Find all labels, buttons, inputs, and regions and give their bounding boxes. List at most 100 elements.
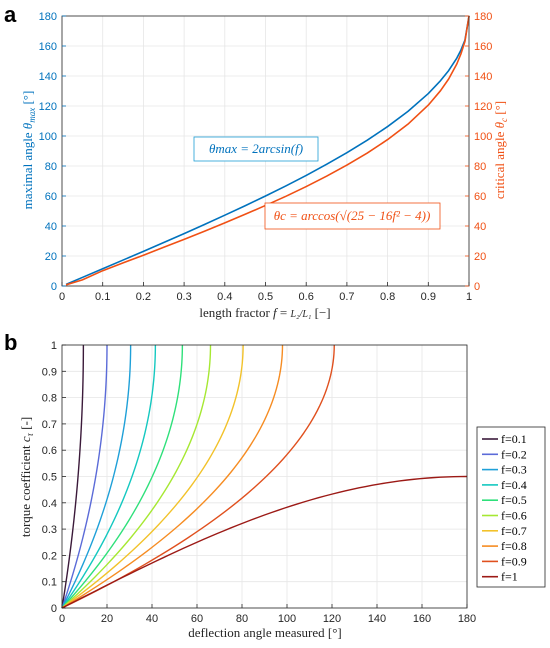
panel-a-x-tick-label: 0.7 [339, 291, 354, 303]
panel-a-y-left-label-sub: max [27, 108, 37, 123]
series-line-f-0-5 [61, 344, 184, 609]
panel-b-y-axis-label: torque coefficient cτ [-] [18, 417, 35, 537]
panel-a-x-tick-label: 0.4 [217, 291, 232, 303]
panel-b-y-tick-label: 0.3 [42, 524, 57, 536]
panel-a-y-right-label: critical angle θc [°] [492, 101, 509, 199]
panel-a-y-right-tick-label: 180 [474, 11, 492, 23]
panel-a-y-right-label-unit: [°] [492, 101, 507, 118]
panel-a-series [65, 15, 470, 286]
panel-a-y-left-tick-label: 140 [39, 71, 57, 83]
panel-a-x-tick-label: 0.6 [299, 291, 314, 303]
panel-a-y-right-tick-label: 60 [474, 191, 486, 203]
panel-a-y-left-tick-label: 80 [45, 161, 57, 173]
panel-a-y-left-tick-label: 40 [45, 221, 57, 233]
legend-label: f=0.6 [501, 509, 527, 523]
panel-a-x-axis-label-unit: [−] [315, 305, 331, 320]
panel-b-x-tick-label: 140 [368, 613, 386, 625]
legend-label: f=0.8 [501, 539, 527, 553]
panel-a-y-right-tick-label: 20 [474, 251, 486, 263]
legend-label: f=0.2 [501, 447, 527, 461]
panel-b-y-tick-label: 1 [51, 340, 57, 352]
panel-a-chart: 0 0.1 0.2 0.3 0.4 0.5 0.6 0.7 0.8 0.9 1 0 20 40 60 80 1… [20, 11, 509, 320]
panel-a-x-tick-label: 0.9 [421, 291, 436, 303]
panel-a-y-right-tick-label: 40 [474, 221, 486, 233]
legend-label: f=0.1 [501, 432, 527, 446]
panel-a-y-ticks-left: 0 20 40 60 80 100 120 140 160 180 [39, 11, 66, 293]
annotation-theta-max-text: θmax = 2arcsin(f) [209, 141, 303, 156]
panel-a-x-axis-label-text: length fractor [199, 305, 270, 320]
series-line-f-1 [61, 475, 468, 609]
panel-a-y-left-tick-label: 180 [39, 11, 57, 23]
panel-a-y-right-tick-label: 80 [474, 161, 486, 173]
panel-b-x-ticks: 0 20 40 60 80 100 120 140 160 180 [59, 604, 476, 625]
panel-a-y-left-label-text: maximal angle [20, 132, 35, 209]
panel-a-x-tick-label: 0.1 [95, 291, 110, 303]
panel-b-x-tick-label: 60 [191, 613, 203, 625]
panel-a-x-tick-label: 0.5 [258, 291, 273, 303]
series-theta-max-line [65, 15, 470, 286]
annotation-theta-max-box [193, 136, 319, 162]
panel-b-y-tick-label: 0.5 [42, 472, 57, 484]
series-line-f-0-4 [61, 344, 157, 609]
panel-a-y-left-label: maximal angle θmax [°] [20, 91, 37, 210]
panel-b-series [61, 344, 468, 609]
panel-b-y-tick-label: 0 [51, 603, 57, 615]
panel-a-letter: a [4, 2, 17, 27]
panel-b-y-tick-label: 0.7 [42, 419, 57, 431]
series-line-f-0-6 [61, 344, 212, 609]
panel-b-x-tick-label: 120 [323, 613, 341, 625]
legend-label: f=1 [501, 570, 518, 584]
panel-b-x-tick-label: 100 [278, 613, 296, 625]
panel-b-x-tick-label: 160 [413, 613, 431, 625]
panel-a-y-right-tick-label: 140 [474, 71, 492, 83]
panel-a-y-left-label-unit: [°] [20, 91, 35, 108]
panel-b-x-tick-label: 180 [458, 613, 476, 625]
legend-label: f=0.5 [501, 493, 527, 507]
panel-b-y-tick-label: 0.8 [42, 393, 57, 405]
panel-a-y-right-label-text: critical angle [492, 131, 507, 199]
annotation-theta-c-box [264, 202, 441, 230]
legend-label: f=0.3 [501, 463, 527, 477]
panel-a-y-right-tick-label: 160 [474, 41, 492, 53]
panel-a-y-right-label-sub: c [499, 118, 509, 122]
panel-a-x-tick-label: 0.3 [176, 291, 191, 303]
panel-b-x-tick-label: 0 [59, 613, 65, 625]
panel-a-x-ticks: 0 0.1 0.2 0.3 0.4 0.5 0.6 0.7 0.8 0.9 1 [59, 282, 472, 303]
panel-b-y-axis-label-unit: [-] [18, 417, 33, 433]
panel-a-y-right-tick-label: 120 [474, 101, 492, 113]
panel-b-legend: f=0.1f=0.2 f=0.3f=0.4f=0.5 f=0.6f=0.7f=0.8… [476, 426, 546, 588]
series-line-f-0-2 [61, 344, 108, 609]
panel-a-y-right-tick-label: 0 [474, 281, 480, 293]
panel-a-x-axis-label: length fractor f = L₂/L₁ [−] [199, 305, 330, 320]
series-theta-c-line [65, 15, 470, 286]
panel-b-y-axis-label-sub: τ [25, 432, 35, 436]
panel-b-x-tick-label: 80 [236, 613, 248, 625]
annotation-theta-c-text: θc = arccos(√(25 − 16f² − 4)) [274, 208, 431, 223]
panel-a-y-right-label-var: θ [492, 121, 507, 128]
panel-b-y-tick-label: 0.6 [42, 445, 57, 457]
legend-label: f=0.7 [501, 524, 527, 538]
panel-a-y-left-tick-label: 120 [39, 101, 57, 113]
panel-a-x-axis-label-frac: L₂/L₁ [290, 309, 312, 320]
panel-a-x-tick-label: 0 [59, 291, 65, 303]
panel-a-y-left-label-var: θ [20, 122, 35, 129]
panel-b-y-tick-label: 0.4 [42, 498, 57, 510]
series-line-f-0-3 [61, 344, 132, 609]
panel-b-y-axis-label-var: c [18, 436, 33, 442]
panel-b-chart: 0 20 40 60 80 100 120 140 160 180 0 0.1 0.2 0.3 0.4 0.… [18, 340, 546, 640]
legend-label: f=0.4 [501, 478, 527, 492]
panel-a-x-tick-label: 0.8 [380, 291, 395, 303]
series-line-f-0-8 [61, 344, 284, 609]
panel-a-y-left-tick-label: 60 [45, 191, 57, 203]
panel-b-y-tick-label: 0.2 [42, 550, 57, 562]
panel-a-x-tick-label: 0.2 [136, 291, 151, 303]
series-line-f-0-1 [61, 344, 85, 609]
panel-a-x-axis-label-var: f [273, 305, 279, 320]
panel-a-y-right-tick-label: 100 [474, 131, 492, 143]
series-line-f-0-7 [61, 344, 244, 609]
panel-b-x-tick-label: 20 [101, 613, 113, 625]
panel-b-y-axis-label-text: torque coefficient [18, 445, 33, 537]
panel-a-y-left-tick-label: 160 [39, 41, 57, 53]
panel-a-y-left-tick-label: 0 [51, 281, 57, 293]
